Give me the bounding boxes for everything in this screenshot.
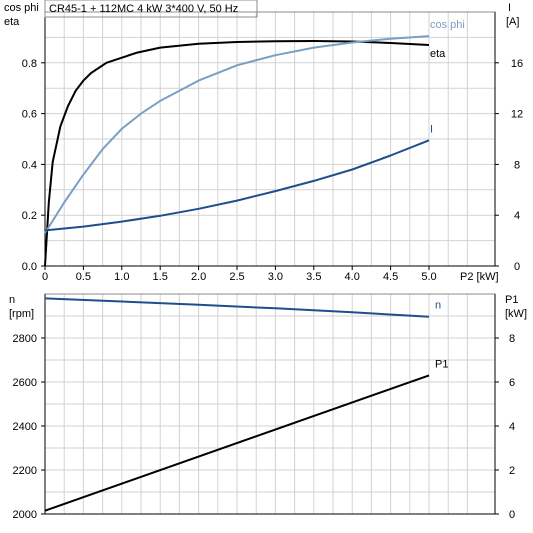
x-tick-label: 3.0 (268, 271, 283, 283)
y-axis-label-right-line1: I (508, 2, 511, 14)
x-tick-label: 5.0 (421, 271, 436, 283)
y-tick-label-right: 0 (514, 261, 520, 273)
series-line-eta (44, 40, 430, 267)
series-line-p1 (44, 374, 430, 512)
series-label-n: n (435, 300, 441, 312)
series-label-i: I (430, 123, 433, 135)
x-tick-label: 0.5 (76, 271, 91, 283)
y-tick-label-right: 8 (514, 159, 520, 171)
y-axis-label-left-line1: n (9, 294, 15, 306)
y-tick-label-right: 2 (509, 465, 515, 477)
y-axis-label-left-line2: [rpm] (9, 308, 34, 320)
y-tick-label-left: 0.6 (22, 109, 37, 121)
x-tick-label: 2.5 (229, 271, 244, 283)
x-tick-label: 4.0 (345, 271, 360, 283)
chart-title-box (44, 0, 258, 18)
series-label-p1: P1 (435, 358, 448, 370)
y-axis-label-left-line1: cos phi (4, 2, 39, 14)
y-tick-label-left: 2400 (13, 421, 37, 433)
y-axis-label-right-line1: P1 (505, 294, 518, 306)
top-chart-panel: CR45-1 + 112MC 4 kW 3*400 V, 50 Hz cos ph… (4, 0, 523, 283)
x-tick-label: 2.0 (191, 271, 206, 283)
y-tick-label-left: 0.2 (22, 210, 37, 222)
y-tick-label-right: 0 (509, 509, 515, 521)
x-tick-label: 4.5 (383, 271, 398, 283)
series-line-i (44, 139, 430, 232)
y-tick-label-right: 12 (511, 109, 523, 121)
y-tick-label-left: 0.4 (22, 159, 37, 171)
y-tick-label-left: 0.0 (22, 261, 37, 273)
y-axis-label-right-line2: [A] (506, 16, 519, 28)
y-tick-label-left: 2600 (13, 377, 37, 389)
x-axis-label: P2 [kW] (460, 271, 499, 283)
series-label-cos-phi: cos phi (430, 19, 465, 31)
y-tick-label-right: 4 (509, 421, 515, 433)
y-tick-label-left: 2800 (13, 333, 37, 345)
y-axis-label-right-line2: [kW] (505, 308, 527, 320)
x-tick-label: 1.5 (153, 271, 168, 283)
y-tick-label-right: 4 (514, 210, 520, 222)
y-tick-label-left: 2000 (13, 509, 37, 521)
chart-title: CR45-1 + 112MC 4 kW 3*400 V, 50 Hz (49, 3, 238, 15)
y-tick-label-right: 8 (509, 333, 515, 345)
x-tick-label: 3.5 (306, 271, 321, 283)
series-line-n (44, 297, 430, 318)
y-tick-label-right: 6 (509, 377, 515, 389)
x-tick-label: 1.0 (114, 271, 129, 283)
y-tick-label-left: 0.8 (22, 58, 37, 70)
series-label-eta: eta (430, 48, 446, 60)
bottom-chart-panel: n [rpm] P1 [kW] 2000 2200 2400 2600 2800 0 2 4 6 8 n P1 (9, 293, 527, 521)
y-axis-label-left-line2: eta (4, 16, 20, 28)
series-line-cos-phi (44, 35, 430, 234)
y-tick-label-left: 2200 (13, 465, 37, 477)
x-tick-label: 0 (42, 271, 48, 283)
y-tick-label-right: 16 (511, 58, 523, 70)
